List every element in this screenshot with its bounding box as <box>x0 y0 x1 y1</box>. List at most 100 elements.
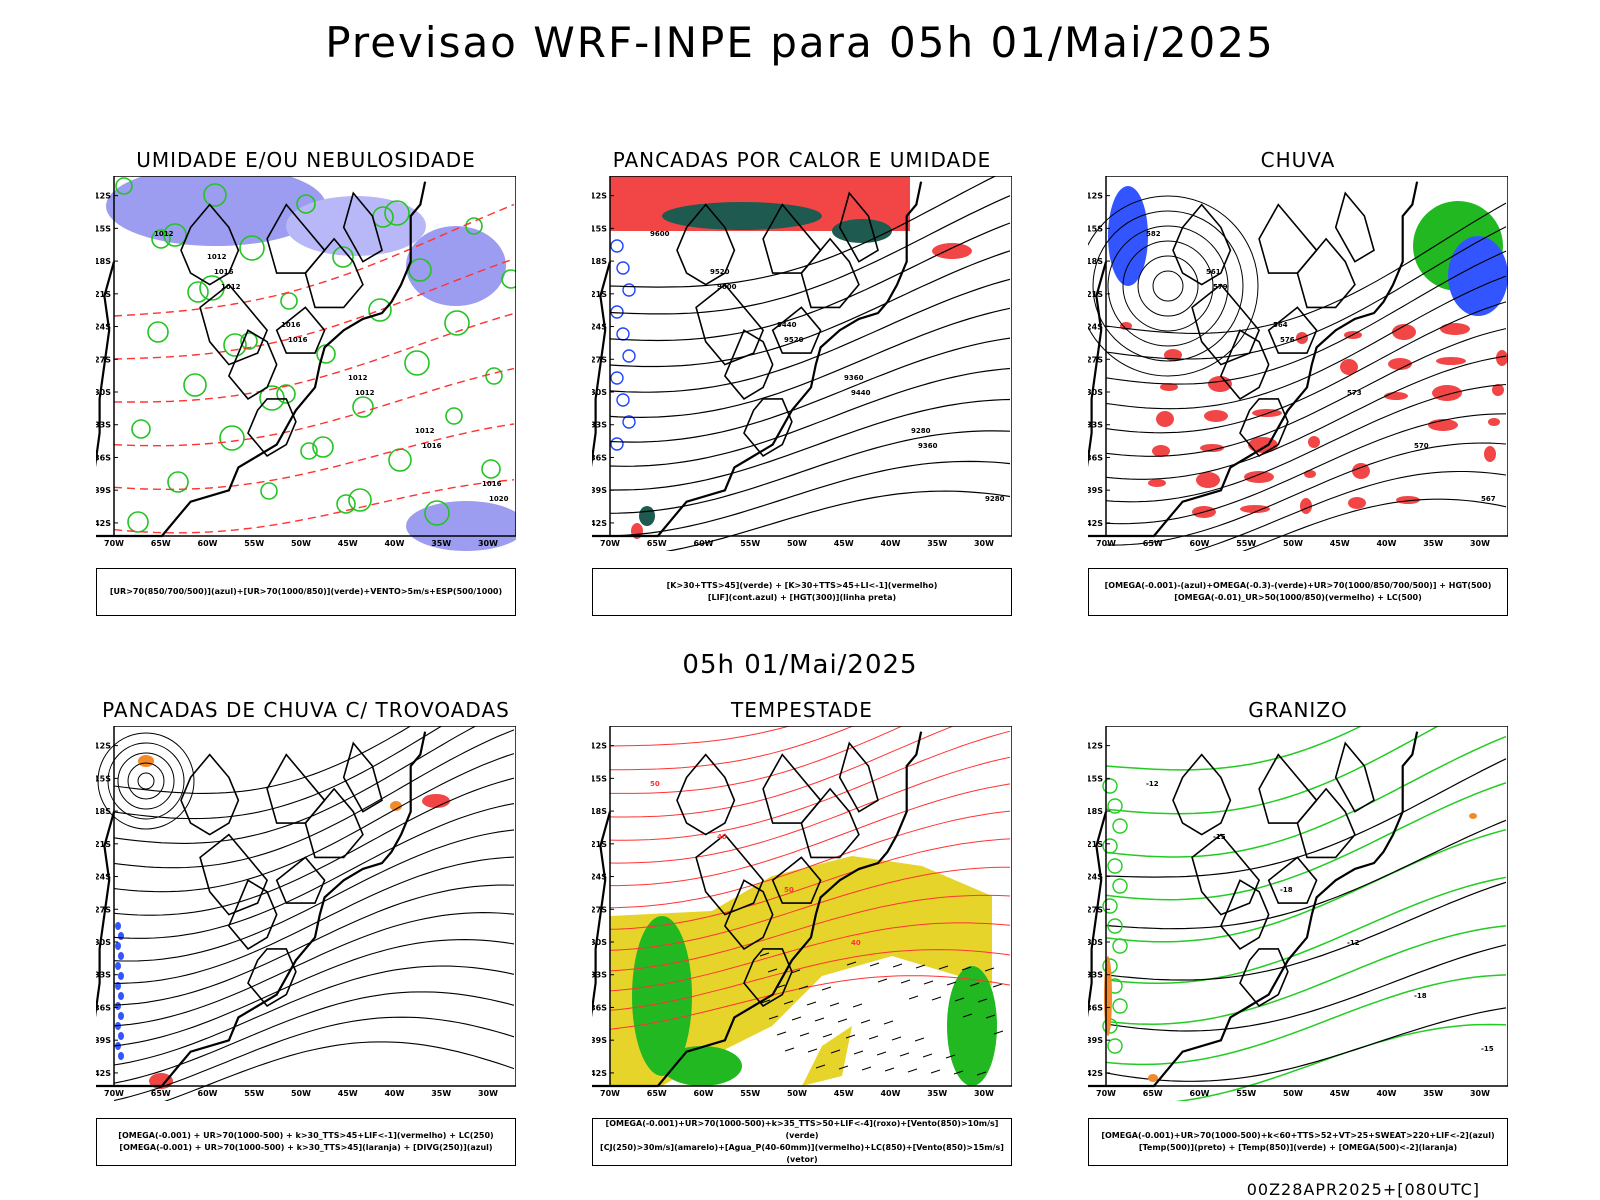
jet-area <box>802 1026 852 1086</box>
wind-vector <box>993 1030 1004 1035</box>
panel-title: CHUVA <box>1260 148 1336 172</box>
humidity-low-level-contour <box>336 494 356 514</box>
wind-vector <box>923 980 934 985</box>
lifted-index-contour <box>610 239 624 253</box>
state-border <box>199 833 269 916</box>
lat-tick-label: 36S <box>1088 453 1103 462</box>
coastline <box>96 731 427 1088</box>
state-border <box>743 948 793 1008</box>
wind-vector <box>798 985 809 990</box>
jet-area <box>610 856 992 1086</box>
map-frame <box>1105 726 1508 1087</box>
humidity-high-level <box>406 501 516 551</box>
lon-tick-label: 50W <box>291 1089 311 1098</box>
wind-vector <box>861 1066 872 1071</box>
panel-title: PANCADAS DE CHUVA C/ TROVOADAS <box>102 698 510 722</box>
lat-tick-label: 33S <box>592 421 607 430</box>
contour-line <box>1105 828 1507 943</box>
lifted-index-contour <box>616 393 630 407</box>
lat-tick-label: 42S <box>592 519 607 528</box>
lat-tick-label: 30S <box>592 938 607 947</box>
contour-label: 40 <box>717 833 727 841</box>
lat-tick-label: 21S <box>96 290 111 299</box>
humidity-low-level-contour <box>259 385 285 411</box>
lon-tick-label: 70W <box>104 539 124 548</box>
lat-tick-label: 12S <box>592 742 607 751</box>
contour-label: 50 <box>784 886 794 894</box>
legend-line: [LIF](cont.azul) + [HGT(300)](linha pret… <box>707 593 897 602</box>
storm-area <box>422 794 450 808</box>
lat-tick-label: 42S <box>96 1069 111 1078</box>
contour-line <box>609 756 1011 864</box>
lon-tick-label: 40W <box>1376 1089 1396 1098</box>
wind-vector <box>791 1016 802 1021</box>
contour-label: 9600 <box>717 283 737 291</box>
wind-vector <box>876 1051 887 1056</box>
lon-tick-label: 35W <box>927 1089 947 1098</box>
contour-line <box>609 222 1011 342</box>
rain-area <box>1248 437 1278 453</box>
rain-area <box>1484 446 1496 462</box>
contour-line <box>609 367 1011 467</box>
wind-vector <box>985 1014 996 1019</box>
wind-vector <box>784 1047 795 1052</box>
lat-tick-label: 39S <box>592 1036 607 1045</box>
contour-line <box>113 939 515 1047</box>
contour-line <box>609 810 1011 909</box>
streamline-contour <box>107 742 185 820</box>
divergence-area <box>118 932 124 940</box>
wind-vector <box>821 986 832 991</box>
lat-tick-label: 18S <box>96 257 111 266</box>
legend-line: [OMEGA(-0.001)-(azul)+OMEGA(-0.3)-(verde… <box>1104 581 1492 590</box>
rain-area <box>1240 505 1270 513</box>
lat-tick-label: 27S <box>96 355 111 364</box>
temperature-contour <box>1112 938 1128 954</box>
contour-label: 50 <box>650 780 660 788</box>
contour-line <box>113 726 412 794</box>
contour-line <box>609 337 1011 443</box>
wind-vector <box>822 1033 833 1038</box>
contour-line <box>113 203 515 317</box>
lat-tick-label: 24S <box>592 873 607 882</box>
contour-line <box>113 777 515 916</box>
contour-line <box>610 398 1011 491</box>
contour-line <box>113 258 515 360</box>
lon-tick-label: 30W <box>478 539 498 548</box>
state-border <box>695 833 765 916</box>
coastline <box>96 181 427 538</box>
storm-area <box>138 755 154 767</box>
lon-tick-label: 60W <box>694 1089 714 1098</box>
contour-line <box>1105 782 1507 901</box>
contour-label: 1020 <box>489 495 509 503</box>
lat-tick-label: 12S <box>592 192 607 201</box>
lon-tick-label: 55W <box>740 1089 760 1098</box>
humidity-low-level-contour <box>424 500 450 526</box>
legend-box: [OMEGA(-0.001)+UR>70(1000-500)+k>35_TTS>… <box>592 1118 1012 1166</box>
lat-tick-label: 39S <box>1088 486 1103 495</box>
legend-line: [OMEGA(-0.001)+UR>70(1000-500)+k<60+TTS>… <box>1101 1131 1495 1140</box>
humidity-low-level-contour <box>203 183 227 207</box>
omega-area <box>1469 813 1477 819</box>
divergence-area <box>115 922 121 930</box>
thunderstorm-area <box>932 243 972 259</box>
humidity-low-level-contour <box>183 373 207 397</box>
wind-vector <box>931 996 942 1001</box>
lat-tick-label: 24S <box>1088 873 1103 882</box>
lon-tick-label: 45W <box>338 539 358 548</box>
lat-tick-label: 15S <box>1088 774 1103 783</box>
humidity-low-level-contour <box>404 350 430 376</box>
wind-vector <box>868 1035 879 1040</box>
lat-tick-label: 30S <box>96 388 111 397</box>
contour-line <box>1105 726 1440 815</box>
lifted-index-contour <box>622 415 636 429</box>
map-frame <box>113 176 516 537</box>
contour-line <box>113 312 515 403</box>
contour-line <box>609 726 955 818</box>
streamline-contour <box>97 732 195 830</box>
contour-label: 1012 <box>415 427 435 435</box>
wind-vector <box>945 1054 956 1059</box>
temperature-contour <box>1102 778 1118 794</box>
panel-granizo: GRANIZO -12 -15 -18 -12 -18 -15 12S 15S 18S 21S 24… <box>1088 698 1508 1168</box>
contour-label: 1016 <box>214 268 234 276</box>
legend-line: [OMEGA(-0.001)+UR>70(1000-500)+k>35_TTS>… <box>605 1119 999 1140</box>
